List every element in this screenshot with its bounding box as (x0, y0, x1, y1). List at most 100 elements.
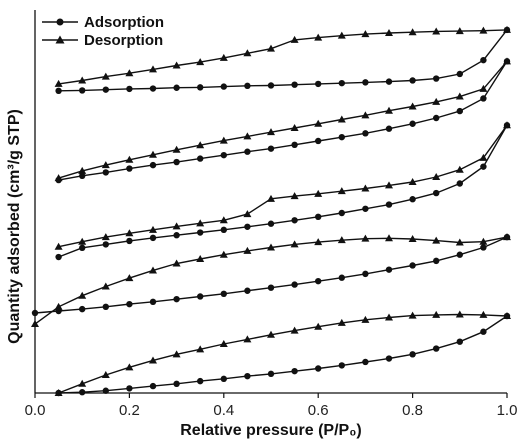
desorption-series-2 (31, 233, 511, 328)
adsorption-point (149, 85, 157, 92)
desorption-point (408, 28, 417, 36)
desorption-point (78, 76, 87, 84)
desorption-point (243, 210, 252, 218)
desorption-point (149, 356, 157, 364)
legend-label: Adsorption (84, 14, 164, 31)
adsorption-point (338, 274, 345, 281)
desorption-point (101, 282, 110, 290)
desorption-point (267, 128, 275, 136)
adsorption-point (385, 266, 393, 273)
desorption-point (196, 254, 205, 262)
adsorption-point (79, 87, 86, 94)
desorption-point (361, 111, 370, 119)
desorption-point (54, 79, 63, 87)
desorption-point (314, 33, 323, 41)
adsorption-point (244, 82, 251, 90)
adsorption-point (456, 70, 463, 78)
adsorption-point (409, 262, 416, 269)
adsorption-point (244, 223, 251, 230)
adsorption-point (338, 79, 345, 87)
adsorption-point (291, 281, 298, 288)
adsorption-point (291, 367, 298, 375)
desorption-point (219, 216, 228, 224)
desorption-point (361, 234, 370, 242)
adsorption-point (503, 26, 511, 34)
adsorption-point (55, 87, 62, 95)
desorption-series-1 (54, 310, 511, 396)
adsorption-point (385, 78, 393, 85)
adsorption-point (267, 145, 275, 152)
adsorption-point (126, 85, 133, 93)
desorption-point (314, 322, 323, 330)
adsorption-point (409, 77, 416, 84)
adsorption-point (220, 83, 227, 90)
desorption-point (267, 330, 275, 338)
adsorption-point (267, 220, 275, 227)
adsorption-point (102, 86, 110, 93)
desorption-point (455, 310, 464, 318)
adsorption-point (173, 84, 180, 91)
adsorption-point (55, 253, 62, 261)
desorption-point (125, 69, 134, 77)
desorption-point (78, 237, 87, 245)
adsorption-point (55, 176, 62, 184)
adsorption-point (149, 382, 157, 390)
adsorption-point (197, 84, 204, 91)
adsorption-point (291, 81, 298, 88)
desorption-point (290, 35, 299, 43)
adsorption-point (480, 244, 487, 251)
adsorption-point (197, 229, 204, 236)
desorption-point (432, 310, 441, 318)
adsorption-point (315, 80, 322, 88)
desorption-line (58, 124, 508, 248)
desorption-point (314, 238, 323, 246)
adsorption-point (433, 345, 440, 352)
adsorption-point (362, 358, 369, 366)
adsorption-point (338, 209, 345, 217)
adsorption-point (79, 172, 86, 180)
desorption-point (219, 53, 228, 61)
adsorption-point (480, 163, 487, 170)
adsorption-point (315, 277, 322, 285)
desorption-point (314, 119, 323, 127)
desorption-point (172, 61, 181, 69)
adsorption-point (291, 141, 298, 149)
desorption-point (337, 115, 346, 123)
desorption-point (385, 106, 393, 114)
desorption-point (125, 274, 134, 282)
adsorption-point (362, 79, 369, 86)
desorption-point (172, 350, 181, 358)
adsorption-point (503, 233, 511, 241)
x-tick-label: 1.0 (497, 402, 518, 419)
adsorption-point (267, 370, 275, 378)
desorption-point (361, 184, 370, 192)
adsorption-point (362, 130, 369, 137)
desorption-point (125, 229, 134, 237)
desorption-point (361, 315, 370, 323)
adsorption-point (480, 328, 487, 335)
desorption-point (455, 238, 464, 246)
desorption-point (172, 222, 181, 230)
desorption-point (290, 240, 299, 248)
adsorption-point (55, 307, 62, 315)
adsorption-point (433, 189, 440, 197)
adsorption-point (291, 217, 298, 224)
plot-area (31, 25, 511, 397)
desorption-point (196, 141, 205, 149)
desorption-point (432, 97, 441, 105)
adsorption-point (503, 122, 511, 129)
desorption-point (337, 31, 346, 39)
desorption-point (314, 189, 323, 197)
desorption-point (54, 302, 63, 310)
desorption-point (243, 335, 252, 343)
adsorption-point (126, 300, 133, 308)
legend-item-adsorption: Adsorption (42, 14, 164, 31)
adsorption-point (409, 196, 416, 203)
desorption-point (219, 339, 228, 347)
desorption-point (219, 136, 228, 144)
desorption-point (479, 310, 488, 318)
adsorption-point (433, 114, 440, 122)
desorption-point (149, 266, 157, 274)
desorption-point (408, 102, 417, 110)
desorption-point (149, 150, 157, 158)
